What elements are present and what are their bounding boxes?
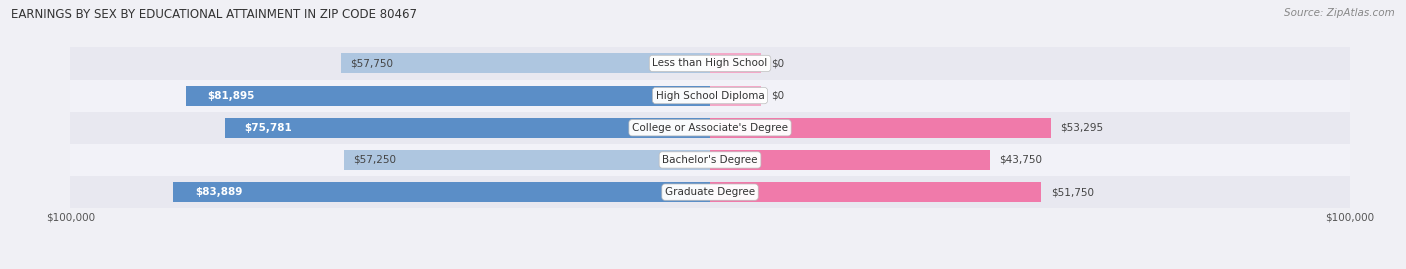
Text: $43,750: $43,750 [1000, 155, 1042, 165]
Bar [344, 150, 710, 170]
Text: College or Associate's Degree: College or Associate's Degree [633, 123, 787, 133]
Text: Less than High School: Less than High School [652, 58, 768, 68]
Text: Source: ZipAtlas.com: Source: ZipAtlas.com [1284, 8, 1395, 18]
Text: $57,750: $57,750 [350, 58, 394, 68]
Text: $0: $0 [770, 91, 785, 101]
Text: $0: $0 [770, 58, 785, 68]
Bar [70, 80, 1350, 112]
Text: High School Diploma: High School Diploma [655, 91, 765, 101]
Text: Bachelor's Degree: Bachelor's Degree [662, 155, 758, 165]
Text: $51,750: $51,750 [1050, 187, 1094, 197]
Bar [70, 112, 1350, 144]
Bar [710, 182, 1040, 202]
Text: $53,295: $53,295 [1060, 123, 1104, 133]
Text: EARNINGS BY SEX BY EDUCATIONAL ATTAINMENT IN ZIP CODE 80467: EARNINGS BY SEX BY EDUCATIONAL ATTAINMEN… [11, 8, 418, 21]
Text: $81,895: $81,895 [207, 91, 254, 101]
Bar [186, 86, 710, 105]
Text: $57,250: $57,250 [353, 155, 396, 165]
Bar [70, 47, 1350, 80]
Text: Graduate Degree: Graduate Degree [665, 187, 755, 197]
Bar [70, 176, 1350, 208]
Bar [710, 54, 761, 73]
Bar [225, 118, 710, 138]
Bar [173, 182, 710, 202]
Text: $75,781: $75,781 [245, 123, 292, 133]
Bar [340, 54, 710, 73]
Bar [710, 118, 1050, 138]
Bar [70, 144, 1350, 176]
Bar [710, 86, 761, 105]
Text: $83,889: $83,889 [195, 187, 242, 197]
Bar [710, 150, 990, 170]
